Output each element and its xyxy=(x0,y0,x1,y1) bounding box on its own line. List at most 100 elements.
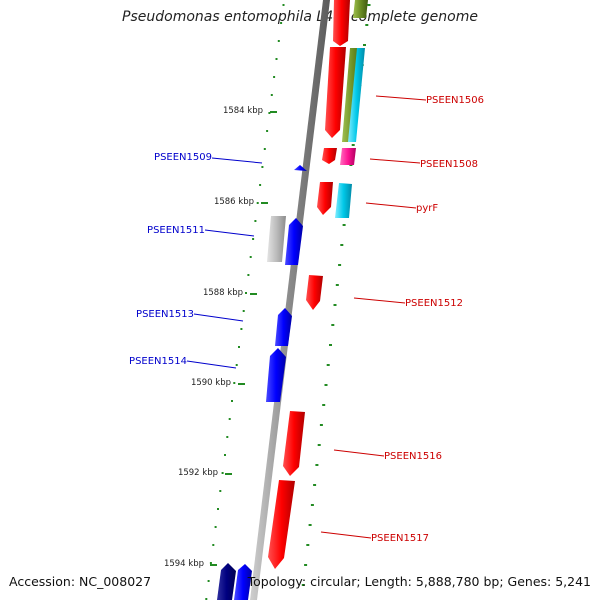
track-dot xyxy=(231,400,233,402)
track-dot xyxy=(333,304,337,306)
gene-label: PSEEN1516 xyxy=(384,451,442,462)
track-dot xyxy=(275,58,278,60)
gene-label: PSEEN1506 xyxy=(426,95,484,106)
tick-label: 1592 kbp xyxy=(178,468,218,478)
track-dot xyxy=(319,424,323,426)
track-dot xyxy=(224,454,226,456)
tick-mark xyxy=(250,293,257,295)
gene-feature xyxy=(340,148,356,165)
track-dot xyxy=(221,472,224,474)
gene-feature xyxy=(267,216,286,262)
track-dot xyxy=(261,166,264,168)
track-dot xyxy=(214,526,217,528)
track-dot xyxy=(301,584,305,586)
track-dot xyxy=(273,76,276,78)
gene-label: PSEEN1514 xyxy=(129,356,187,367)
accession-text: Accession: NC_008027 xyxy=(9,574,152,589)
gc-skew-dots-left xyxy=(205,4,285,600)
gene-label: PSEEN1513 xyxy=(136,309,194,320)
leader-line xyxy=(369,158,421,164)
track-dot xyxy=(277,40,280,42)
gene-feature xyxy=(353,0,368,18)
gene-label: PSEEN1509 xyxy=(154,152,212,163)
track-dot xyxy=(270,94,273,96)
tick-label: 1590 kbp xyxy=(191,378,231,388)
genome-title: Pseudomonas entomophila L48, complete ge… xyxy=(122,9,478,25)
track-dot xyxy=(340,244,344,246)
track-dot xyxy=(240,328,243,330)
gene-feature xyxy=(335,183,352,218)
leader-line xyxy=(365,202,417,209)
leader-line xyxy=(353,297,406,304)
track-dot xyxy=(254,220,257,222)
label-leaders-left xyxy=(186,157,263,369)
gene-feature xyxy=(325,47,346,138)
track-dot xyxy=(313,484,317,486)
track-dot xyxy=(280,22,283,24)
track-dot xyxy=(259,184,262,186)
leader-line xyxy=(193,313,244,322)
track-dot xyxy=(247,274,250,276)
topology-text: Topology: circular; Length: 5,888,780 bp… xyxy=(247,574,591,589)
gene-label: PSEEN1517 xyxy=(371,533,429,544)
track-dot xyxy=(263,148,266,150)
gene-feature xyxy=(333,0,350,46)
gene-feature xyxy=(285,218,303,265)
track-dot xyxy=(315,464,319,466)
track-dot xyxy=(228,418,231,420)
track-dot xyxy=(235,364,238,366)
gene-feature xyxy=(266,348,286,402)
tick-mark xyxy=(270,111,277,113)
leader-line xyxy=(204,229,255,237)
gene-feature xyxy=(322,148,337,164)
gene-feature xyxy=(317,182,333,215)
gene-feature xyxy=(283,411,305,476)
gene-feature xyxy=(217,563,236,600)
leader-line xyxy=(320,531,372,539)
category-features xyxy=(267,0,368,262)
gene-feature xyxy=(234,564,252,600)
track-dot xyxy=(304,564,308,566)
track-dot xyxy=(338,264,342,266)
track-dot xyxy=(205,598,208,600)
track-dot xyxy=(212,544,215,546)
track-dot xyxy=(268,112,271,114)
forward-genes xyxy=(268,0,350,569)
track-dot xyxy=(209,562,212,564)
tick-label: 1584 kbp xyxy=(223,106,263,116)
tick-label: 1588 kbp xyxy=(203,288,243,298)
track-dot xyxy=(233,382,236,384)
leader-line xyxy=(375,95,427,101)
gene-label: PSEEN1508 xyxy=(420,159,478,170)
track-dot xyxy=(363,44,366,46)
track-dot xyxy=(367,4,371,6)
track-dot xyxy=(365,24,369,26)
scale-ticks xyxy=(210,111,277,566)
track-dot xyxy=(245,292,247,294)
leader-line xyxy=(186,360,237,369)
tick-mark xyxy=(225,473,232,475)
track-dot xyxy=(331,324,335,326)
gene-label: pyrF xyxy=(416,203,438,214)
track-dot xyxy=(219,490,222,492)
gene-labels-left: PSEEN1509 PSEEN1511 PSEEN1513 PSEEN1514 xyxy=(129,152,212,367)
genome-backbone xyxy=(250,0,330,600)
track-dot xyxy=(266,130,269,132)
gene-label: PSEEN1512 xyxy=(405,298,463,309)
track-dot xyxy=(226,436,229,438)
scale-tick-labels: 1584 kbp 1586 kbp 1588 kbp 1590 kbp 1592… xyxy=(164,106,263,569)
leader-line xyxy=(333,449,385,457)
gene-label: PSEEN1511 xyxy=(147,225,205,236)
track-dot xyxy=(326,364,330,366)
reverse-genes xyxy=(217,165,307,600)
track-dot xyxy=(306,544,310,546)
track-dot xyxy=(238,346,240,348)
track-dot xyxy=(317,444,321,446)
tick-label: 1594 kbp xyxy=(164,559,204,569)
track-dot xyxy=(342,224,346,226)
track-dot xyxy=(242,310,245,312)
track-dot xyxy=(324,384,328,386)
tick-mark xyxy=(238,383,245,385)
